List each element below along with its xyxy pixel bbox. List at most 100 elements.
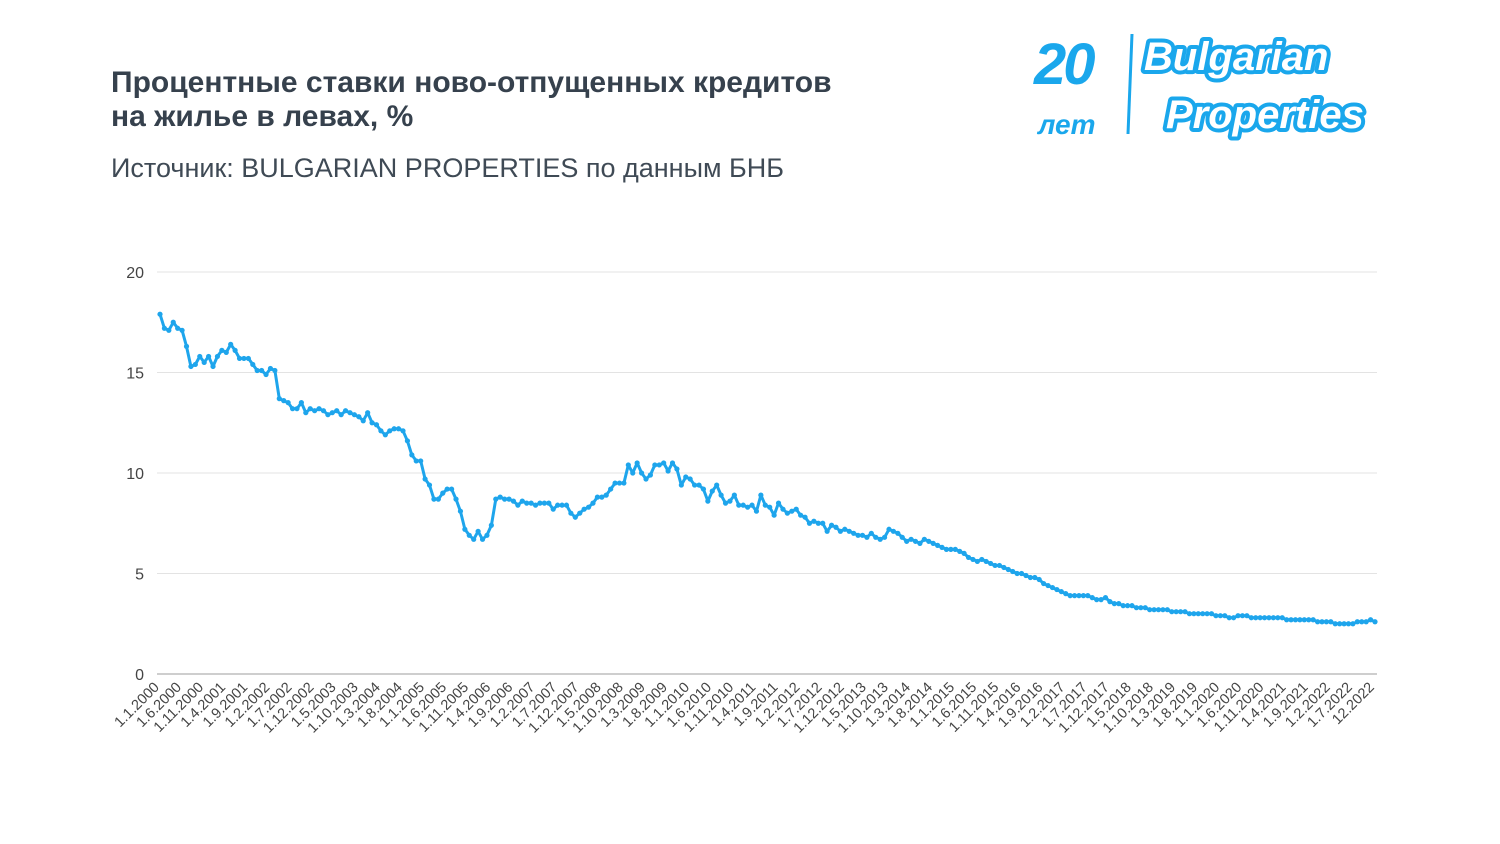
data-point	[815, 520, 821, 526]
data-point	[846, 528, 852, 534]
data-point	[1244, 613, 1250, 619]
data-point	[1231, 615, 1237, 621]
data-point	[616, 480, 623, 486]
data-point	[798, 512, 804, 518]
data-point	[1160, 607, 1166, 613]
data-point	[457, 508, 464, 514]
data-point	[1014, 570, 1020, 577]
y-tick-label: 0	[135, 667, 144, 684]
data-point	[970, 556, 976, 563]
data-point	[890, 528, 897, 534]
data-point	[1124, 603, 1131, 609]
data-point	[820, 520, 826, 526]
data-point	[926, 538, 932, 544]
data-point	[802, 514, 808, 520]
data-point	[833, 524, 839, 530]
data-point	[192, 361, 198, 368]
data-point	[1111, 601, 1117, 607]
data-point	[789, 508, 795, 514]
data-point	[828, 522, 835, 528]
data-point	[714, 482, 720, 488]
data-point	[687, 476, 693, 482]
data-point	[418, 458, 424, 464]
data-point	[201, 359, 207, 366]
data-point	[877, 536, 883, 542]
data-point	[1301, 617, 1307, 623]
data-point	[1350, 621, 1356, 627]
logo-divider	[1126, 33, 1134, 135]
logo-years: лет	[1036, 109, 1096, 140]
data-point	[731, 492, 737, 498]
data-point	[1279, 615, 1285, 621]
data-point	[1235, 613, 1241, 619]
data-point	[1367, 617, 1374, 623]
data-point	[811, 518, 817, 524]
data-point	[718, 492, 724, 498]
chart-subtitle: Источник: BULGARIAN PROPERTIES по данным…	[111, 153, 784, 183]
data-point	[1261, 615, 1268, 621]
data-point	[1054, 586, 1060, 593]
data-point	[705, 498, 711, 504]
data-point	[462, 526, 468, 532]
data-point	[572, 514, 578, 520]
data-point	[908, 536, 914, 542]
logo-number: 20	[1033, 32, 1095, 97]
data-point	[360, 418, 366, 424]
data-point	[1036, 576, 1042, 583]
data-point	[245, 355, 251, 362]
data-point	[528, 500, 534, 506]
data-point	[254, 367, 260, 374]
data-point	[1041, 580, 1047, 587]
data-point	[563, 502, 570, 508]
data-point	[806, 520, 813, 526]
y-tick-label: 20	[126, 265, 144, 282]
data-point	[440, 490, 446, 496]
data-point	[661, 460, 667, 466]
data-point	[365, 410, 371, 416]
data-point	[899, 534, 905, 540]
data-point	[1133, 605, 1140, 611]
data-point	[1359, 619, 1365, 625]
data-point	[369, 420, 375, 426]
data-point	[157, 311, 163, 317]
data-point	[1239, 613, 1246, 619]
data-point	[431, 496, 437, 502]
data-point	[435, 496, 441, 502]
data-point	[541, 500, 547, 506]
data-point	[965, 554, 972, 561]
data-point	[307, 406, 313, 412]
data-point	[722, 500, 729, 506]
data-point	[599, 494, 605, 500]
data-point	[161, 325, 168, 331]
data-point	[1284, 617, 1290, 623]
data-point	[1226, 615, 1232, 621]
data-point	[1169, 609, 1175, 615]
data-point	[272, 367, 278, 374]
data-point	[1270, 615, 1276, 621]
data-point	[515, 502, 521, 508]
data-point	[1200, 611, 1206, 617]
data-point	[952, 546, 958, 552]
data-point	[546, 500, 552, 506]
data-point	[1058, 588, 1064, 595]
data-point	[1027, 574, 1033, 581]
data-point	[780, 506, 786, 512]
data-point	[855, 532, 861, 538]
data-point	[263, 371, 269, 378]
data-point	[1257, 615, 1263, 621]
data-point	[1328, 619, 1334, 625]
data-point	[638, 470, 645, 476]
data-point	[939, 544, 945, 550]
data-point	[1151, 607, 1157, 613]
data-point	[228, 341, 234, 347]
data-point	[1018, 570, 1025, 577]
data-point	[652, 462, 658, 468]
data-point	[444, 486, 450, 492]
data-point	[1248, 615, 1254, 621]
data-point	[784, 510, 790, 516]
data-point	[669, 460, 676, 466]
data-point	[912, 538, 919, 544]
data-point	[873, 534, 879, 540]
data-point	[612, 480, 618, 486]
data-point	[1213, 613, 1219, 619]
